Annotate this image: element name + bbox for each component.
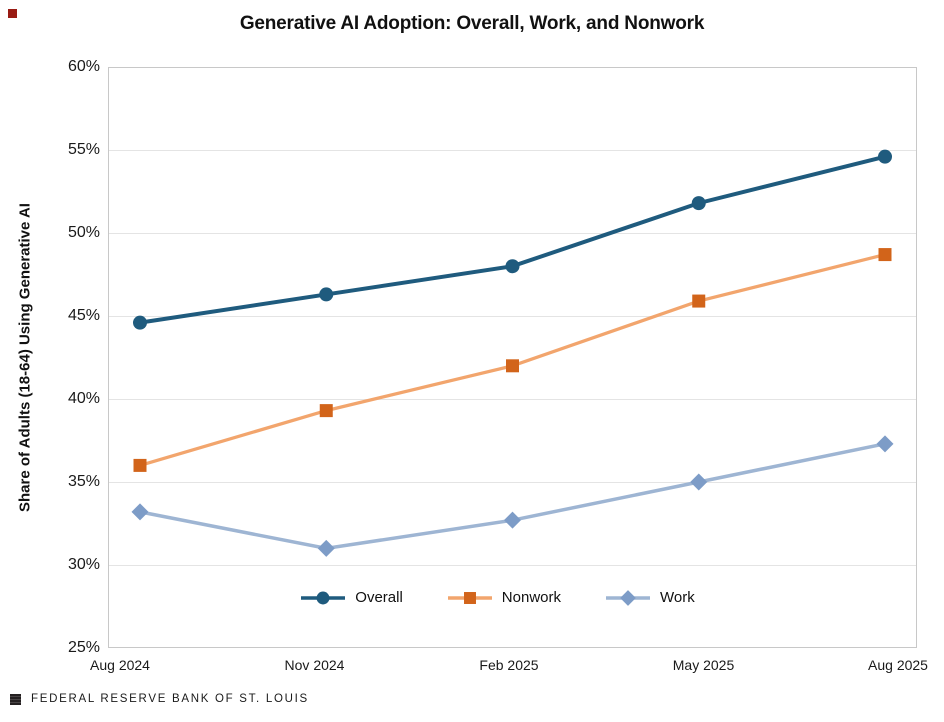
series-point-work-2 (504, 511, 521, 529)
legend-label: Overall (355, 589, 403, 606)
y-tick-label: 40% (67, 390, 100, 407)
series-point-nonwork-3 (692, 294, 706, 308)
series-point-nonwork-2 (506, 359, 519, 373)
legend-marker-nonwork-icon (447, 591, 492, 604)
footer-text: FEDERAL RESERVE BANK OF ST. LOUIS (31, 693, 309, 705)
legend-label: Nonwork (501, 589, 561, 606)
x-tick-label: May 2025 (672, 657, 735, 673)
series-point-overall-1 (319, 287, 334, 302)
corner-mark (8, 9, 17, 18)
y-tick-label: 55% (67, 141, 100, 158)
legend-marker-overall-icon (301, 591, 346, 604)
legend-marker-shape (463, 591, 476, 604)
legend: Overall Nonwork Work (93, 589, 902, 606)
y-tick-label: 25% (67, 639, 100, 656)
legend-label: Work (659, 589, 695, 606)
y-tick-label: 30% (67, 556, 100, 573)
plot-border (108, 67, 917, 648)
series-point-nonwork-0 (133, 458, 147, 472)
y-tick-label: 35% (67, 473, 100, 490)
series-point-overall-3 (691, 196, 706, 211)
x-tick-label: Nov 2024 (284, 657, 345, 673)
y-tick-label: 50% (67, 224, 100, 241)
series-point-nonwork-1 (319, 404, 333, 418)
series-point-work-3 (690, 473, 708, 491)
legend-marker-shape (620, 589, 636, 606)
series-line-work (138, 442, 887, 551)
series-point-work-4 (876, 435, 894, 453)
x-tick-label: Aug 2024 (90, 657, 150, 673)
chart-title: Generative AI Adoption: Overall, Work, a… (239, 13, 705, 34)
series-point-work-0 (131, 503, 149, 521)
series-point-nonwork-4 (878, 248, 892, 262)
series-point-work-1 (317, 539, 335, 557)
legend-item-overall: Overall (300, 589, 403, 606)
series-point-overall-0 (133, 315, 147, 330)
legend-item-nonwork: Nonwork (447, 589, 561, 606)
legend-marker-work-icon (605, 589, 650, 606)
stlouisfed-logo-icon (10, 693, 21, 705)
series-point-overall-4 (878, 149, 892, 164)
legend-marker-shape (316, 591, 330, 604)
x-tick-label: Aug 2025 (868, 657, 928, 673)
y-tick-label: 60% (67, 58, 100, 75)
footer: FEDERAL RESERVE BANK OF ST. LOUIS (10, 693, 309, 705)
series-line-overall (138, 154, 887, 325)
legend-item-work: Work (605, 589, 695, 606)
series-point-overall-2 (505, 259, 520, 274)
x-tick-label: Feb 2025 (479, 657, 539, 673)
y-tick-label: 45% (67, 307, 100, 324)
